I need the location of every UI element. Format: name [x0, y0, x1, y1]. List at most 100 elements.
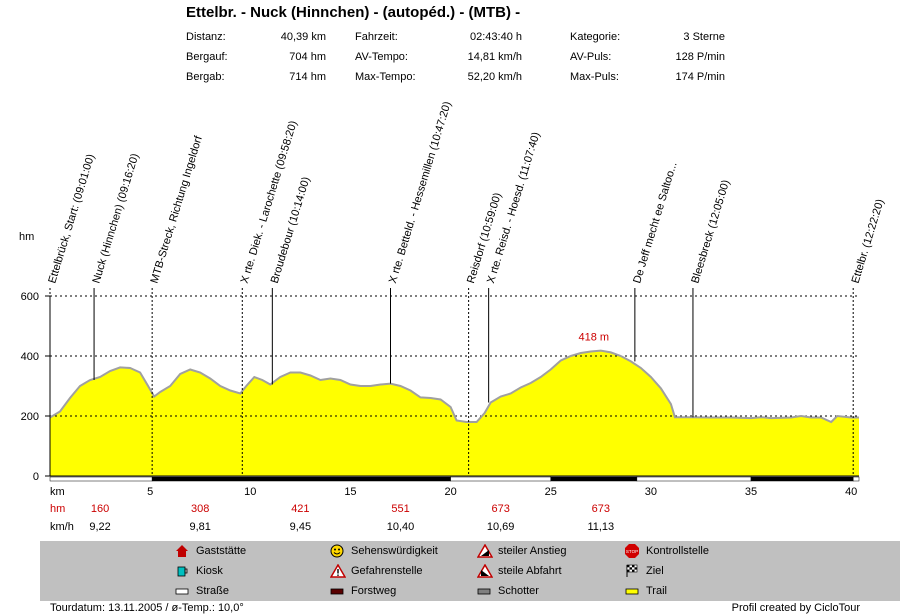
stat-label: AV-Puls: [570, 51, 612, 63]
y-tick-label: 600 [21, 291, 39, 303]
section-hm: 673 [491, 503, 509, 515]
legend-item: Straße [175, 584, 229, 598]
stat-label: Distanz: [186, 31, 226, 43]
y-tick-label: 400 [21, 351, 39, 363]
warning-icon [329, 563, 347, 578]
page-title: Ettelbr. - Nuck (Hinnchen) - (autopéd.) … [186, 4, 521, 21]
section-hm: 308 [191, 503, 209, 515]
x-tick-label: 5 [147, 486, 153, 498]
legend-item: Gaststätte [175, 544, 246, 558]
svg-text:STOP: STOP [626, 549, 638, 554]
stop-icon: STOP [625, 544, 641, 558]
cup-icon [175, 564, 191, 578]
stat-label: Max-Puls: [570, 71, 619, 83]
waypoint-label: Bleesbreck (12:05:00) [689, 178, 732, 284]
section-hm: 551 [391, 503, 409, 515]
x-tick-label: 20 [444, 486, 456, 498]
waypoint-label: Nuck (Hinnchen) (09:16:20) [90, 152, 141, 285]
stat-value: 52,20 km/h [467, 71, 522, 83]
waypoint-label: Ettelbr. (12:22:20) [850, 198, 887, 285]
y-axis-label: hm [19, 231, 34, 243]
footer-credit: Profil created by CicloTour [731, 602, 860, 614]
legend-label: Kontrollstelle [646, 545, 709, 557]
surface-segment [450, 476, 551, 482]
legend-item: Gefahrenstelle [329, 563, 423, 578]
waypoint-label: Ettelbrück, Start: (09:01:00) [46, 153, 97, 285]
kmh-row-label: km/h [50, 521, 74, 533]
legend-label: Gaststätte [196, 545, 247, 557]
legend-item: Trail [625, 584, 667, 598]
section-kmh: 10,69 [487, 521, 515, 533]
footer-tour-date: Tourdatum: 13.11.2005 / ø-Temp.: 10,0° [50, 602, 244, 614]
section-hm: 160 [91, 503, 109, 515]
legend-item: Schotter [477, 584, 539, 598]
legend-item: STOP Kontrollstelle [625, 544, 709, 558]
legend-item: Kiosk [175, 564, 223, 578]
stat-value: 02:43:40 h [470, 31, 522, 43]
stat-value: 3 Sterne [683, 31, 725, 43]
section-kmh: 11,13 [587, 521, 614, 533]
legend-item: Forstweg [330, 584, 396, 598]
x-tick-label: 40 [845, 486, 857, 498]
stat-label: Bergauf: [186, 51, 228, 63]
x-tick-label: 10 [244, 486, 256, 498]
section-kmh: 10,40 [387, 521, 415, 533]
surface-segment [750, 476, 854, 482]
legend-label: Gefahrenstelle [351, 565, 423, 577]
trail-swatch-icon [625, 584, 641, 598]
flag-icon [625, 564, 641, 578]
steep-up-icon [476, 543, 494, 558]
section-kmh: 9,22 [89, 521, 110, 533]
x-tick-label: 15 [344, 486, 356, 498]
steep-down-icon [476, 563, 494, 578]
stat-value: 40,39 km [280, 31, 326, 43]
surface-segment [151, 476, 451, 482]
x-axis-label: km [50, 486, 65, 498]
legend-label: Ziel [646, 565, 664, 577]
gravel-swatch-icon [477, 584, 493, 598]
x-tick-label: 30 [645, 486, 657, 498]
elevation-area [50, 350, 859, 476]
waypoint-label: X rte. Betteld. - Hessemillen (10:47:20) [387, 100, 454, 285]
surface-segment [49, 476, 153, 482]
legend-item: Sehenswürdigkeit [330, 544, 438, 558]
stat-value: 174 P/min [675, 71, 725, 83]
hm-row-label: hm [50, 503, 65, 515]
legend-label: steiler Anstieg [498, 545, 567, 557]
forest-swatch-icon [330, 584, 346, 598]
stat-label: Kategorie: [570, 31, 621, 43]
surface-segment [852, 476, 860, 482]
max-elevation-label: 418 m [579, 332, 610, 344]
waypoint-label: De Jeff mecht ee Saltoo... [631, 161, 679, 285]
stat-value: 128 P/min [675, 51, 725, 63]
legend-item: Ziel [625, 564, 664, 578]
legend-label: steile Abfahrt [498, 565, 562, 577]
y-tick-label: 0 [33, 471, 39, 483]
house-icon [175, 544, 191, 558]
legend-item: steiler Anstieg [476, 543, 567, 558]
stat-value: 704 hm [289, 51, 326, 63]
elevation-line [49, 349, 859, 424]
x-tick-label: 25 [545, 486, 557, 498]
waypoint-label: MTB-Streck, Richtung Ingeldorf [149, 134, 206, 285]
stat-label: Fahrzeit: [355, 31, 398, 43]
legend-label: Trail [646, 585, 667, 597]
elevation-profile-chart: 0 200 400 600 hm Ettelbrück, Start: (09:01:00… [19, 100, 887, 533]
section-hm: 673 [592, 503, 610, 515]
legend-label: Kiosk [196, 565, 223, 577]
x-tick-label: 35 [745, 486, 757, 498]
stat-label: Max-Tempo: [355, 71, 416, 83]
legend-label: Forstweg [351, 585, 397, 597]
stat-label: AV-Tempo: [355, 51, 408, 63]
stat-value: 714 hm [289, 71, 326, 83]
legend-item: steile Abfahrt [476, 563, 562, 578]
surface-segment [636, 476, 752, 482]
stat-label: Bergab: [186, 71, 225, 83]
legend-label: Sehenswürdigkeit [351, 545, 438, 557]
legend-label: Straße [196, 585, 230, 597]
section-kmh: 9,81 [190, 521, 211, 533]
road-swatch-icon [175, 584, 191, 598]
stat-value: 14,81 km/h [467, 51, 522, 63]
smiley-icon [330, 544, 346, 558]
waypoint-label: X rte. Diek. - Larochette (09:58:20) [239, 119, 300, 284]
